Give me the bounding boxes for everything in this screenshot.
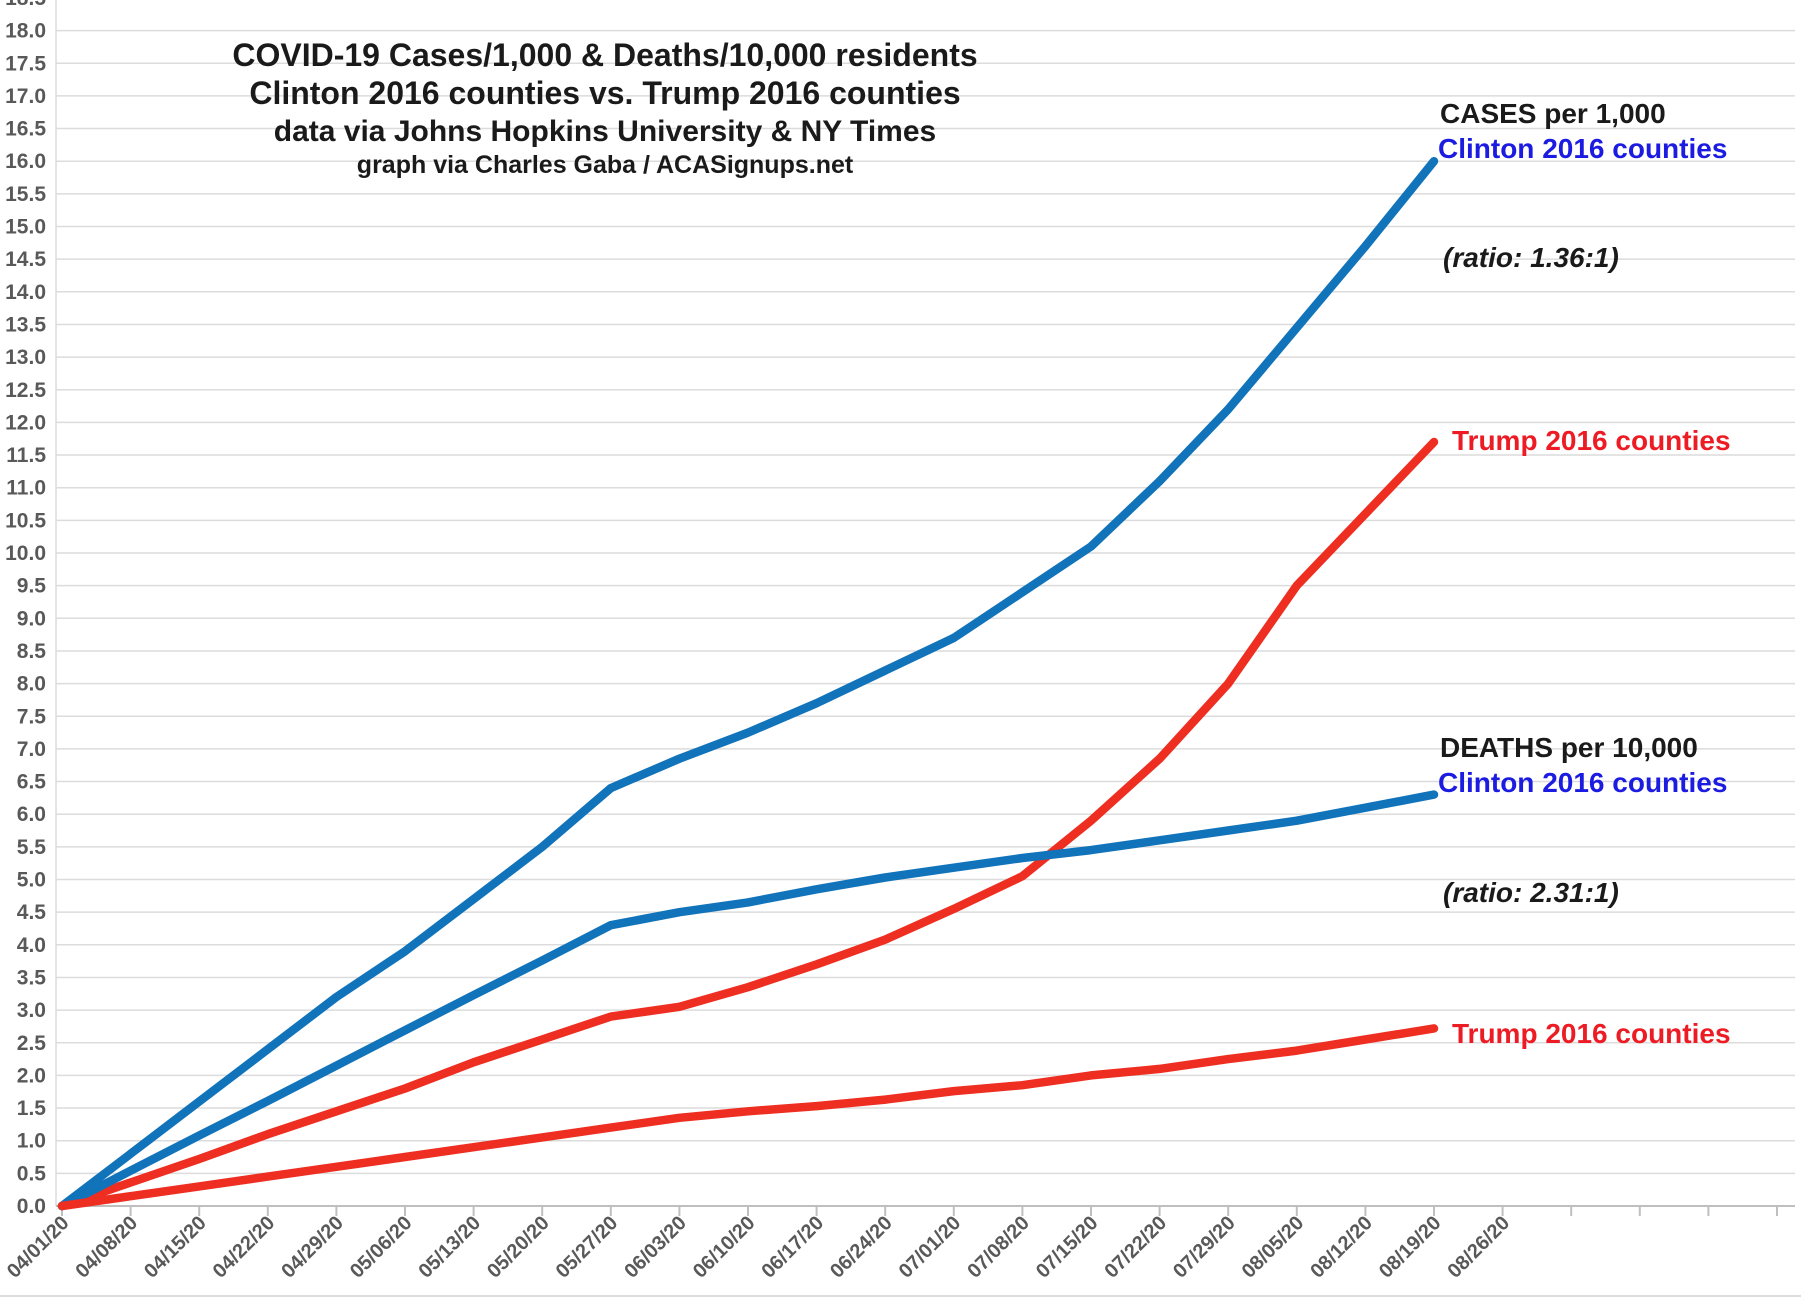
y-tick-label: 5.0 [17, 869, 46, 892]
y-tick-label: 12.5 [5, 379, 46, 402]
x-tick-label: 08/26/20 [1444, 1212, 1515, 1283]
x-tick-label: 07/08/20 [963, 1212, 1034, 1283]
x-tick-label: 05/20/20 [483, 1212, 554, 1283]
y-tick-label: 15.0 [5, 216, 46, 239]
series-annotations: CASES per 1,000 Clinton 2016 counties (rat… [1438, 98, 1731, 1049]
series-line-3 [57, 790, 1439, 1211]
y-tick-label: 13.5 [5, 313, 46, 336]
y-tick-label: 4.0 [17, 934, 46, 957]
y-tick-label: 12.0 [5, 411, 46, 434]
x-tick-label: 07/01/20 [895, 1212, 966, 1283]
data-series [57, 156, 1439, 1211]
y-tick-label: 14.5 [5, 248, 46, 271]
annotation-label: (ratio: 1.36:1) [1443, 242, 1619, 273]
chart-title-line-1: COVID-19 Cases/1,000 & Deaths/10,000 res… [232, 37, 977, 73]
x-tick-label: 05/13/20 [415, 1212, 486, 1283]
y-tick-label: 10.0 [5, 542, 46, 565]
y-tick-label: 1.0 [17, 1130, 46, 1153]
chart-title: COVID-19 Cases/1,000 & Deaths/10,000 res… [232, 37, 977, 179]
y-tick-label: 0.5 [17, 1162, 47, 1185]
y-tick-label: 2.0 [17, 1064, 46, 1087]
y-tick-label: 11.0 [6, 477, 46, 500]
y-tick-label: 3.0 [17, 999, 46, 1022]
x-tick-label: 07/29/20 [1169, 1212, 1240, 1283]
x-tick-label: 04/22/20 [209, 1212, 280, 1283]
y-tick-label: 3.5 [17, 966, 47, 989]
x-tick-label: 06/03/20 [620, 1212, 691, 1283]
y-tick-label: 7.0 [17, 738, 46, 761]
y-tick-label: 9.5 [17, 575, 47, 598]
y-tick-label: 8.5 [17, 640, 47, 663]
y-tick-label: 16.5 [5, 118, 46, 141]
x-tick-label: 08/19/20 [1375, 1212, 1446, 1283]
annotation-label: CASES per 1,000 [1440, 98, 1666, 129]
chart-title-line-3: data via Johns Hopkins University & NY T… [274, 115, 936, 148]
x-tick-label: 04/08/20 [72, 1212, 143, 1283]
y-tick-label: 15.5 [5, 183, 46, 206]
annotation-label: Trump 2016 counties [1452, 425, 1731, 456]
chart-title-line-2: Clinton 2016 counties vs. Trump 2016 cou… [249, 75, 960, 111]
y-axis-labels: 0.0 0.5 1.0 1.5 2.0 2.5 3.0 3.5 4.0 4.5 5.0 5.5 6.0 6… [5, 0, 46, 1218]
y-tick-label: 17.0 [5, 85, 46, 108]
x-axis-labels: 04/01/2004/08/2004/15/2004/22/2004/29/20… [3, 1212, 1514, 1283]
y-tick-label: 13.0 [5, 346, 46, 369]
y-tick-label: 9.0 [17, 607, 46, 630]
y-tick-label: 7.5 [17, 705, 47, 728]
y-tick-label: 14.0 [5, 281, 46, 304]
x-tick-label: 05/27/20 [552, 1212, 623, 1283]
y-tick-label: 4.5 [17, 901, 47, 924]
x-tick-label: 06/24/20 [826, 1212, 897, 1283]
chart-title-line-4: graph via Charles Gaba / ACASignups.net [357, 151, 854, 179]
y-tick-label: 1.5 [17, 1097, 47, 1120]
x-axis-ticks [61, 1206, 1778, 1216]
y-tick-label: 0.0 [17, 1195, 46, 1218]
y-tick-label: 10.5 [5, 509, 46, 532]
x-tick-label: 07/22/20 [1101, 1212, 1172, 1283]
annotation-label: DEATHS per 10,000 [1440, 732, 1698, 763]
annotation-label: Trump 2016 counties [1452, 1018, 1731, 1049]
x-tick-label: 04/01/20 [3, 1212, 74, 1283]
y-tick-label: 6.5 [17, 771, 47, 794]
x-tick-label: 06/10/20 [689, 1212, 760, 1283]
y-tick-label: 5.5 [17, 836, 47, 859]
y-tick-label: 11.5 [6, 444, 46, 467]
x-tick-label: 04/29/20 [277, 1212, 348, 1283]
series-line-1 [57, 156, 1439, 1211]
gridlines [56, 29, 1795, 1175]
annotation-label: (ratio: 2.31:1) [1443, 877, 1619, 908]
y-tick-label: 17.5 [5, 52, 46, 75]
x-tick-label: 05/06/20 [346, 1212, 417, 1283]
y-tick-label: 16.0 [5, 150, 46, 173]
annotation-label: Clinton 2016 counties [1438, 767, 1727, 798]
annotation-label: Clinton 2016 counties [1438, 133, 1727, 164]
y-tick-label: 18.0 [5, 20, 46, 43]
series-line-4 [57, 1024, 1439, 1211]
y-tick-label: 8.0 [17, 673, 46, 696]
y-tick-label: 6.0 [17, 803, 46, 826]
series-line-2 [57, 437, 1439, 1211]
x-tick-label: 08/12/20 [1306, 1212, 1377, 1283]
x-tick-label: 07/15/20 [1032, 1212, 1103, 1283]
y-tick-label: 2.5 [17, 1032, 47, 1055]
y-tick-label: 18.5 [5, 0, 46, 10]
x-tick-label: 04/15/20 [140, 1212, 211, 1283]
x-tick-label: 08/05/20 [1238, 1212, 1309, 1283]
x-tick-label: 06/17/20 [758, 1212, 829, 1283]
